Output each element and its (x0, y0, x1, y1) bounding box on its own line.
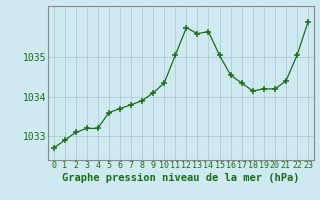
X-axis label: Graphe pression niveau de la mer (hPa): Graphe pression niveau de la mer (hPa) (62, 173, 300, 183)
